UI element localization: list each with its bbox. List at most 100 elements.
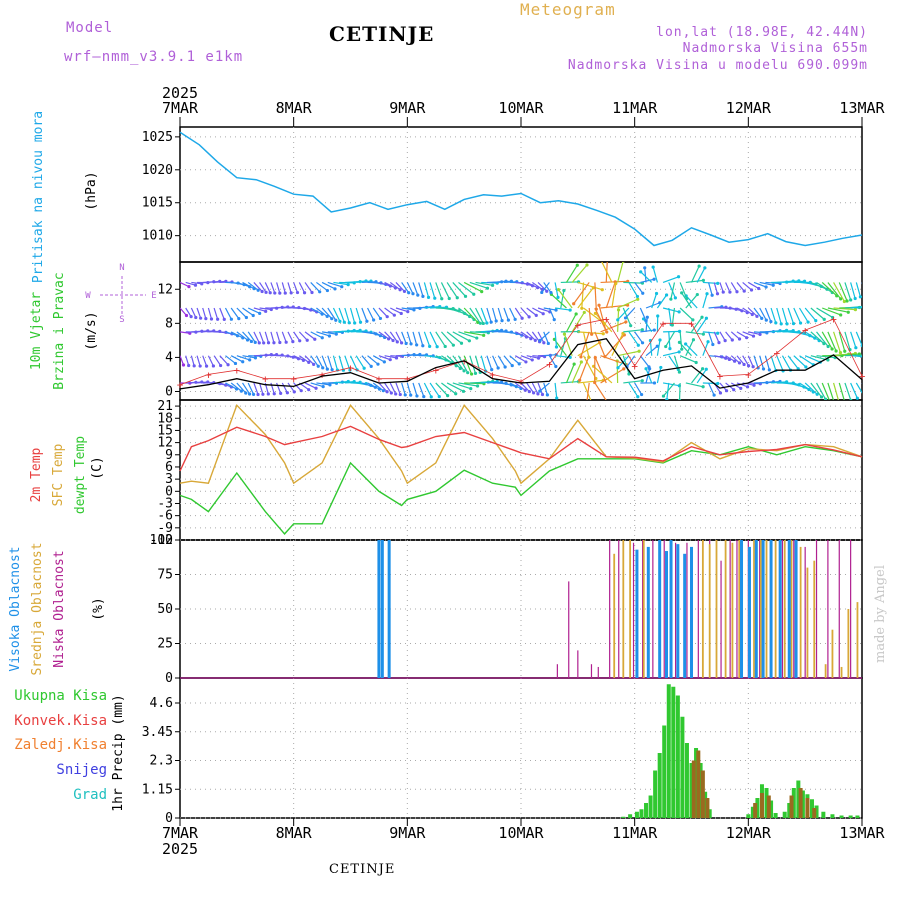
y-tick-label: 0: [165, 811, 173, 826]
y-tick-label: -6: [157, 509, 173, 524]
wind-arrow-head: [194, 315, 198, 320]
high-cloud-bar: [664, 551, 668, 678]
wind-arrow: [555, 307, 571, 311]
wind-arrow-head: [469, 372, 474, 376]
convective-precip-bar: [696, 750, 701, 818]
total-precip-bar: [628, 814, 633, 818]
low-cloud-bar: [720, 560, 722, 678]
wind-arrow: [349, 355, 358, 371]
wind-arrow-head: [314, 386, 318, 390]
wind-arrow-head: [585, 263, 589, 267]
wind-arrow: [730, 355, 740, 364]
wind-arrow: [486, 307, 492, 323]
wind-arrow-head: [826, 344, 830, 349]
wind-speed-line: [179, 337, 863, 390]
wind-arrow: [771, 329, 787, 333]
wind-arrow: [625, 307, 636, 319]
low-cloud-bar: [652, 540, 654, 678]
bottom-date-label: 11MAR: [612, 824, 658, 842]
wind-arrow-head: [451, 343, 455, 347]
high-cloud-bar: [387, 540, 391, 678]
pressure-axis-title: Pritisak na nivou mora: [31, 111, 46, 283]
wind-arrow: [230, 331, 244, 339]
wind-arrow: [855, 382, 862, 394]
gust-line: [179, 318, 863, 386]
wind-arrow: [253, 282, 263, 292]
total-precip-bar: [707, 809, 712, 818]
wind-arrow: [469, 331, 489, 334]
wind-arrow-head: [751, 334, 756, 338]
wind-arrow: [429, 331, 438, 347]
wind-arrow-head: [204, 364, 209, 368]
wind-arrow-head: [645, 315, 649, 319]
wind-arrow: [617, 298, 638, 309]
wind-arrow: [861, 382, 862, 384]
wind-arrow-head: [853, 308, 858, 312]
wind-arrow-head: [761, 367, 766, 371]
wind-arrow-head: [579, 360, 583, 364]
temperature-series: [179, 404, 863, 535]
wind-arrow: [310, 382, 324, 388]
wind-arrow-head: [455, 296, 459, 300]
wind-arrow-head: [542, 341, 546, 345]
y-tick-label: 9: [165, 448, 173, 463]
wind-arrow: [719, 382, 728, 392]
wind-arrow-head: [256, 288, 260, 292]
wind-arrow-head: [284, 340, 288, 344]
wind-arrow-head: [843, 349, 847, 353]
wind-arrow-head: [540, 392, 545, 397]
wind-arrow: [247, 382, 255, 395]
high-cloud-bar: [683, 553, 687, 678]
wind-arrow: [747, 355, 754, 367]
wind-arrow: [304, 382, 317, 389]
wind-arrow: [822, 307, 841, 316]
temp-unit-label: (C): [90, 456, 105, 479]
low-cloud-bar: [642, 540, 644, 678]
wind-arrow-head: [530, 358, 534, 362]
wind-arrow-head: [533, 338, 537, 342]
wind-arrow: [617, 262, 624, 283]
y-tick-label: 6: [165, 460, 173, 475]
wind-arrow-head: [327, 334, 332, 338]
wind-arrow-head: [677, 398, 682, 400]
wind-arrow-head: [623, 316, 628, 320]
gust-marker: +: [745, 368, 752, 381]
wind-arrow-head: [655, 344, 659, 348]
wind-arrow-head: [742, 362, 746, 367]
wind-arrow: [781, 355, 792, 371]
high-cloud-bar: [754, 540, 758, 678]
wind-arrow-head: [394, 392, 398, 396]
wind-arrow: [560, 380, 579, 384]
wind-arrow: [577, 281, 603, 291]
wind-arrow-head: [855, 396, 859, 400]
wind-arrow: [282, 306, 294, 309]
wind-arrow: [304, 355, 315, 365]
wind-arrow: [526, 281, 538, 289]
wind-arrow-head: [746, 364, 751, 368]
chart-kind-label: Meteogram: [520, 0, 616, 19]
wind-arrow-head: [668, 347, 672, 351]
mid-cloud-bar: [847, 609, 850, 678]
wind-arrow: [708, 382, 715, 396]
wind-arrow-head: [739, 386, 743, 390]
wind-arrow: [537, 307, 550, 313]
wind-arrow-head: [376, 362, 380, 366]
dewpt-axis-title: dewpt Temp: [73, 436, 88, 514]
convective-precip-bar: [766, 795, 771, 818]
wind-arrow: [367, 382, 380, 390]
wind-arrow: [671, 307, 676, 326]
wind-arrow-head: [804, 365, 808, 369]
wind-arrow: [816, 331, 829, 347]
wind-arrow-head: [475, 336, 479, 340]
low-cloud-bar: [729, 540, 731, 678]
wind-arrow: [509, 355, 520, 365]
wind-arrow-head: [869, 392, 872, 395]
total-precip-bar: [755, 798, 760, 818]
wind-arrow-head: [325, 314, 329, 319]
wind-arrow-head: [253, 356, 258, 360]
wind-arrow-head: [572, 362, 576, 366]
wind-arrow: [316, 331, 330, 337]
wind-arrow-head: [636, 395, 640, 399]
wind-arrow: [185, 355, 190, 366]
